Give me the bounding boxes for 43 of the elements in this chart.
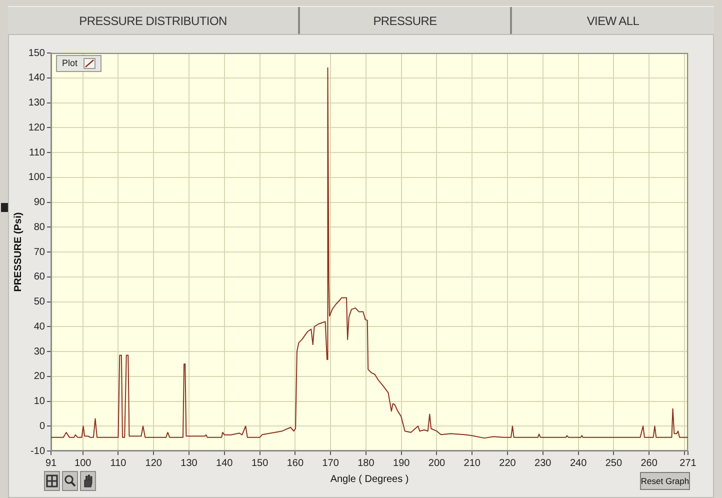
y-tick-label: 0: [39, 420, 46, 432]
y-tick-label: 80: [34, 222, 46, 233]
x-axis-title: Angle ( Degrees ): [330, 474, 409, 485]
x-tick-label: 170: [322, 458, 340, 469]
y-tick-label: 40: [34, 321, 46, 332]
x-tick-label: 180: [358, 458, 375, 469]
x-tick-label: 220: [499, 458, 516, 469]
y-tick-label: 140: [28, 72, 46, 84]
x-tick-label: 240: [570, 458, 588, 469]
y-tick-label: 150: [28, 48, 46, 59]
x-tick-label: 130: [180, 458, 198, 469]
legend-label: Plot: [62, 58, 78, 68]
y-tick-label: -10: [30, 446, 46, 457]
x-tick-label: 160: [286, 458, 304, 469]
y-tick-label: 30: [34, 346, 46, 358]
y-tick-label: 110: [29, 147, 46, 158]
x-tick-label: 140: [216, 458, 234, 469]
x-tick-label: 230: [534, 458, 552, 469]
text: VIEW ALL: [586, 12, 640, 30]
x-tick-label: 150: [251, 458, 269, 469]
y-tick-label: 90: [34, 197, 46, 208]
text: PRESSURE: [300, 7, 512, 34]
y-tick-label: 100: [28, 172, 46, 184]
y-tick-label: 70: [34, 246, 46, 258]
x-tick-label: 250: [605, 458, 622, 469]
y-tick-label: 130: [28, 98, 46, 108]
x-tick-label: 100: [74, 458, 92, 469]
x-tick-label: 260: [640, 458, 658, 469]
x-tick-label: 120: [145, 458, 162, 469]
x-tick-label: 91: [45, 458, 57, 469]
y-tick-label: 120: [28, 122, 46, 134]
y-tick-label: 10: [34, 396, 46, 407]
x-tick-label: 190: [393, 458, 410, 469]
y-tick-label: 60: [34, 272, 46, 283]
y-tick-label: 50: [34, 296, 46, 308]
text: PRESSURE DISTRIBUTION: [8, 7, 300, 34]
y-axis-title: PRESSURE (Psi): [12, 212, 24, 292]
x-tick-label: 210: [464, 458, 481, 469]
x-tick-label: 110: [110, 458, 127, 469]
text: Reset Graph: [640, 472, 690, 490]
x-tick-label: 200: [428, 458, 446, 469]
x-tick-label: 271: [680, 458, 697, 469]
y-tick-label: 20: [34, 371, 46, 382]
